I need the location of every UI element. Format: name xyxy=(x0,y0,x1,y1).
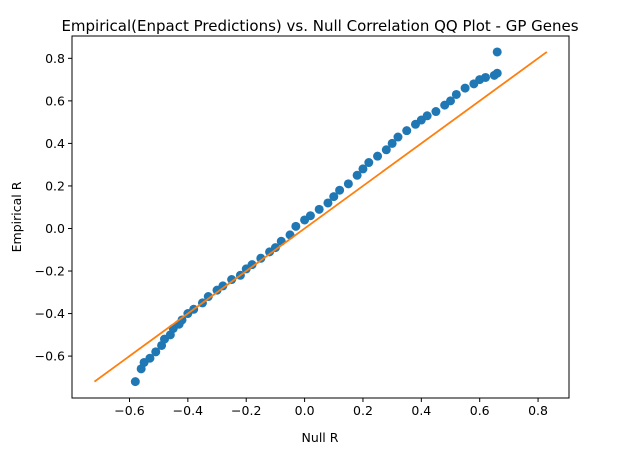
y-tick-label: −0.2 xyxy=(35,264,65,279)
data-point xyxy=(358,164,368,174)
y-tick-label: −0.6 xyxy=(35,349,65,364)
data-point xyxy=(323,198,333,208)
data-point xyxy=(393,132,403,142)
data-point xyxy=(373,151,383,161)
x-tick-label: 0.6 xyxy=(470,403,490,418)
x-tick-label: 0.8 xyxy=(528,403,548,418)
data-point xyxy=(460,83,470,93)
x-axis: −0.6 −0.4 −0.2 0.0 0.2 0.4 0.6 0.8 xyxy=(114,398,548,418)
data-point xyxy=(352,170,362,180)
data-point xyxy=(329,192,339,202)
data-point xyxy=(431,107,441,117)
data-point xyxy=(451,89,461,99)
data-point xyxy=(381,145,391,155)
data-point xyxy=(151,347,161,357)
series-layer xyxy=(93,47,548,387)
data-point xyxy=(247,260,257,270)
data-point xyxy=(335,185,345,195)
data-point xyxy=(343,179,353,189)
data-point xyxy=(387,138,397,148)
y-tick-label: 0.6 xyxy=(45,93,65,108)
plot-frame xyxy=(71,35,570,399)
data-point xyxy=(402,126,412,136)
data-point xyxy=(314,204,324,214)
data-point xyxy=(446,96,456,106)
data-point xyxy=(364,158,374,168)
y-tick-label: −0.4 xyxy=(35,306,65,321)
data-point xyxy=(481,72,491,82)
reference-line xyxy=(93,51,548,383)
y-axis: −0.6 −0.4 −0.2 0.0 0.2 0.4 0.6 0.8 xyxy=(35,51,72,364)
x-tick-label: 0.4 xyxy=(411,403,431,418)
y-tick-label: 0.8 xyxy=(45,51,65,66)
data-point xyxy=(177,315,187,325)
x-axis-label: Null R xyxy=(302,430,339,445)
y-tick-label: 0.2 xyxy=(45,178,65,193)
data-point xyxy=(291,221,301,231)
x-tick-label: 0.2 xyxy=(353,403,373,418)
data-point xyxy=(203,292,213,302)
data-point xyxy=(145,353,155,363)
x-tick-label: 0.0 xyxy=(295,403,315,418)
x-tick-label: −0.2 xyxy=(231,403,261,418)
x-tick-label: −0.4 xyxy=(173,403,203,418)
data-point xyxy=(130,377,140,387)
data-point xyxy=(422,111,432,121)
chart-title: Empirical(Enpact Predictions) vs. Null C… xyxy=(61,17,578,35)
plot-area xyxy=(72,36,569,398)
y-tick-label: 0.0 xyxy=(45,221,65,236)
y-axis-label: Empirical R xyxy=(9,181,24,252)
data-point xyxy=(218,281,228,291)
data-point xyxy=(492,47,502,57)
data-point xyxy=(256,253,266,263)
data-point xyxy=(227,275,237,285)
y-tick-label: 0.4 xyxy=(45,136,65,151)
data-point xyxy=(492,68,502,78)
data-point xyxy=(270,243,280,253)
x-tick-label: −0.6 xyxy=(114,403,144,418)
data-point xyxy=(305,211,315,221)
